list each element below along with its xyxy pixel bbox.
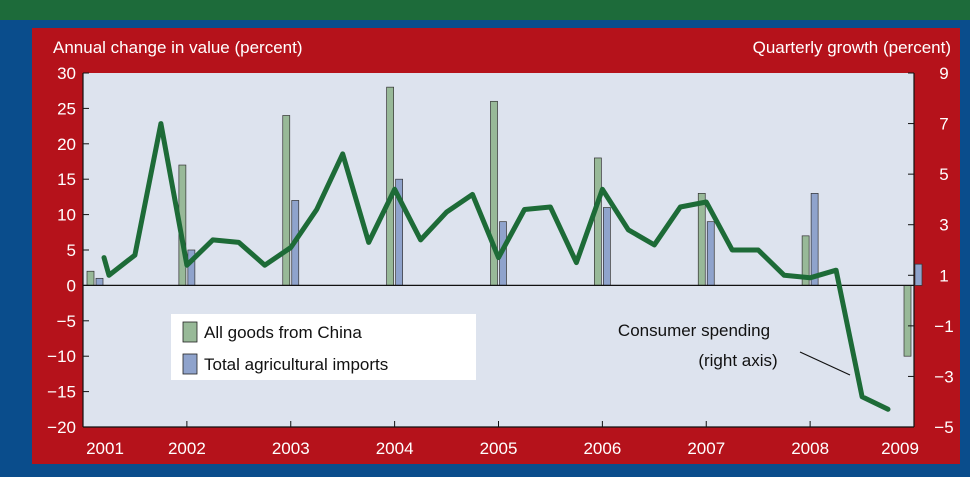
x-tick-label: 2004 xyxy=(376,439,414,458)
bar-agricultural-2008 xyxy=(810,193,819,286)
bar-agricultural-2001 xyxy=(95,277,104,286)
bar-china-2007 xyxy=(697,193,706,286)
left-tick-label: −15 xyxy=(47,383,76,402)
left-tick-label: 10 xyxy=(57,206,76,225)
bar-agricultural-2007 xyxy=(706,221,715,286)
right-tick-label: 9 xyxy=(939,64,948,83)
right-tick-label: −3 xyxy=(934,367,953,386)
x-tick-label: 2009 xyxy=(881,439,919,458)
axes-group xyxy=(82,72,915,428)
left-tick-label: 20 xyxy=(57,135,76,154)
right-tick-label: 1 xyxy=(939,266,948,285)
annotation-line-1: Consumer spending xyxy=(618,321,770,340)
tick-labels-group: 30 25 20 15 10 5 0 −5 −10 −15 −20 9 7 5 3 1 −1 −3 −5 2001 20… xyxy=(47,64,954,458)
right-tick-label: 7 xyxy=(939,115,948,134)
right-tick-label: −5 xyxy=(934,418,953,437)
bar-china-2004 xyxy=(386,86,394,286)
right-tick-label: −1 xyxy=(934,317,953,336)
x-tick-label: 2008 xyxy=(791,439,829,458)
bar-agricultural-2009 xyxy=(914,263,923,286)
bar-china-2003 xyxy=(282,115,291,286)
right-tick-label: 5 xyxy=(939,165,948,184)
left-axis-title: Annual change in value (percent) xyxy=(53,38,303,57)
x-tick-label: 2006 xyxy=(583,439,621,458)
bar-china-2009 xyxy=(903,285,912,357)
legend-swatch-agricultural xyxy=(182,353,198,375)
x-tick-label: 2002 xyxy=(168,439,206,458)
bar-china-2006 xyxy=(594,157,602,286)
left-tick-label: 15 xyxy=(57,170,76,189)
left-tick-label: −5 xyxy=(57,312,76,331)
line-series-group xyxy=(101,121,891,412)
left-tick-label: 0 xyxy=(67,276,76,295)
consumer-spending-line xyxy=(101,121,891,412)
x-tick-label: 2003 xyxy=(272,439,310,458)
annotation-line-2: (right axis) xyxy=(698,351,777,370)
x-tick-label: 2001 xyxy=(86,439,124,458)
left-tick-label: −20 xyxy=(47,418,76,437)
left-tick-label: 5 xyxy=(67,241,76,260)
legend-swatch-china xyxy=(182,321,198,343)
top-band xyxy=(0,0,970,20)
left-tick-label: −10 xyxy=(47,347,76,366)
legend-label-agricultural: Total agricultural imports xyxy=(204,355,388,374)
legend-box xyxy=(171,314,476,380)
right-axis-title: Quarterly growth (percent) xyxy=(753,38,951,57)
legend-label-china: All goods from China xyxy=(204,323,362,342)
x-tick-label: 2007 xyxy=(687,439,725,458)
bar-china-2001 xyxy=(86,270,95,286)
left-tick-label: 30 xyxy=(57,64,76,83)
legend: All goods from China Total agricultural … xyxy=(171,314,476,380)
left-tick-label: 25 xyxy=(57,99,76,118)
x-tick-label: 2005 xyxy=(480,439,518,458)
right-tick-label: 3 xyxy=(939,216,948,235)
annotation-leader xyxy=(799,351,851,376)
bar-agricultural-2006 xyxy=(603,207,611,286)
